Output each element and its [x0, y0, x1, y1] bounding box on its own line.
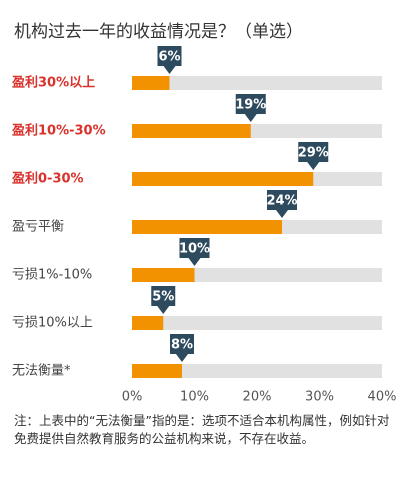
- bar: [132, 364, 182, 378]
- x-tick-label: 0%: [122, 390, 143, 405]
- callout: [170, 334, 194, 362]
- note: 注：上表中的“无法衡量”指的是：选项不适合本机构属性，例如针对免费提供自然教育服…: [14, 413, 390, 446]
- bar: [132, 268, 195, 282]
- bar: [132, 76, 170, 90]
- callout: [179, 238, 210, 266]
- bar: [132, 220, 282, 234]
- x-tick-label: 20%: [243, 390, 272, 405]
- callout: [267, 190, 297, 218]
- x-tick-label: 40%: [368, 390, 397, 405]
- value-label: 10%: [179, 242, 210, 257]
- category-label: 盈利30%以上: [11, 75, 95, 91]
- value-label: 8%: [171, 338, 193, 353]
- value-label: 24%: [266, 194, 297, 209]
- callout: [157, 46, 182, 74]
- callout: [298, 142, 329, 170]
- value-label: 5%: [152, 290, 174, 305]
- track: [132, 364, 382, 378]
- category-label: 无法衡量*: [12, 364, 71, 379]
- value-label: 29%: [298, 146, 329, 161]
- bar: [132, 124, 251, 138]
- callout: [235, 94, 266, 122]
- value-label: 6%: [158, 50, 180, 65]
- bar: [132, 172, 314, 186]
- bar: [132, 316, 164, 330]
- track: [132, 316, 382, 330]
- value-label: 19%: [235, 98, 266, 113]
- category-label: 亏损10%以上: [12, 316, 93, 331]
- category-label: 盈利0-30%: [11, 171, 84, 187]
- x-tick-label: 30%: [305, 390, 334, 405]
- x-tick-label: 10%: [180, 390, 209, 405]
- track: [132, 76, 382, 90]
- callout: [151, 286, 176, 314]
- category-label: 盈利10%-30%: [11, 123, 106, 139]
- chart-title: 机构过去一年的收益情况是？（单选）: [14, 22, 303, 42]
- category-label: 亏损1%-10%: [12, 268, 92, 283]
- chart: 机构过去一年的收益情况是？（单选） 0% 10% 20% 30% 40% 盈利30%以上 6…: [11, 22, 397, 405]
- category-label: 盈亏平衡: [12, 220, 64, 235]
